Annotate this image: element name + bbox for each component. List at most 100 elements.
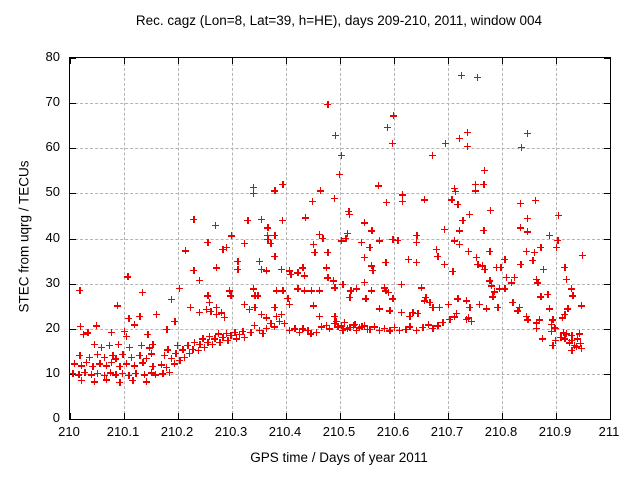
data-point [145,344,153,352]
data-point [151,371,159,379]
data-point [231,328,239,336]
data-point [262,267,270,275]
data-point [502,273,510,281]
data-point [277,310,285,318]
data-point [360,278,368,286]
data-point [77,362,85,370]
y-tick-mark [604,148,610,150]
data-point [79,331,87,339]
data-point [272,287,280,295]
x-tick-mark [610,58,611,64]
data-point [562,330,570,338]
data-point [537,293,545,301]
data-point [204,239,212,246]
data-point [330,194,338,202]
y-tick-mark [70,328,76,330]
data-point [346,294,354,302]
data-point [204,292,212,300]
data-point [523,215,531,223]
data-point [285,327,293,334]
x-tick-mark [124,413,125,419]
data-point [402,325,410,333]
data-point [118,369,126,377]
data-point [507,279,515,287]
data-point [127,353,135,361]
data-point [309,197,316,205]
data-point [549,316,557,324]
data-point [532,319,540,327]
data-point [463,128,471,136]
data-point [417,284,425,292]
data-point [398,191,406,199]
data-point [334,323,342,331]
x-tick-label: 210.1 [106,424,140,439]
data-point [579,252,586,260]
data-point [271,231,279,239]
data-point [179,346,187,354]
y-tick-label: 50 [45,184,60,200]
data-point [300,287,308,295]
data-point [509,299,517,307]
x-tick-mark [70,413,71,419]
data-point [322,321,330,329]
data-point [397,280,405,288]
data-point [331,132,339,140]
data-point [575,330,583,338]
data-point [247,328,255,336]
data-point [386,307,394,315]
data-point [572,343,580,351]
y-gridline [70,328,610,330]
data-point [501,255,509,263]
data-point [137,341,145,349]
data-point [355,324,363,332]
data-point [224,336,232,344]
data-point [426,299,434,307]
data-point [441,139,449,147]
data-point [568,336,576,344]
data-point [285,300,293,308]
data-point [451,188,459,196]
data-point [573,335,581,343]
data-point [481,266,489,274]
y-tick-mark [604,419,610,420]
data-point [222,329,230,337]
x-tick-mark [286,413,287,419]
data-point [561,335,569,343]
data-point [257,310,265,318]
data-point [464,247,472,255]
data-point [312,328,320,336]
y-gridline [70,193,610,195]
data-point [552,336,559,344]
y-gridline [70,103,610,105]
data-point [360,253,368,261]
data-point [446,315,454,323]
data-point [360,322,368,330]
data-point [277,265,285,273]
y-tick-mark [70,103,76,105]
data-point [490,288,498,296]
data-point [480,226,488,234]
data-point [466,303,474,311]
data-point [257,265,265,273]
data-point [322,264,330,272]
y-tick-mark [70,238,76,240]
data-point [299,264,307,272]
data-point [529,257,537,265]
data-point [301,214,309,222]
data-point [239,327,247,335]
data-point [311,248,319,256]
data-point [278,216,286,224]
data-point [90,340,98,348]
data-point [296,328,304,336]
data-point [424,321,432,329]
data-point [561,310,569,318]
y-tick-label: 30 [45,274,60,290]
data-point [77,377,85,385]
data-point [467,317,475,325]
data-point [300,272,308,280]
data-point [132,369,140,377]
y-tick-mark [70,283,76,285]
data-point [463,142,471,150]
y-tick-label: 70 [45,94,60,110]
data-point [102,362,110,370]
